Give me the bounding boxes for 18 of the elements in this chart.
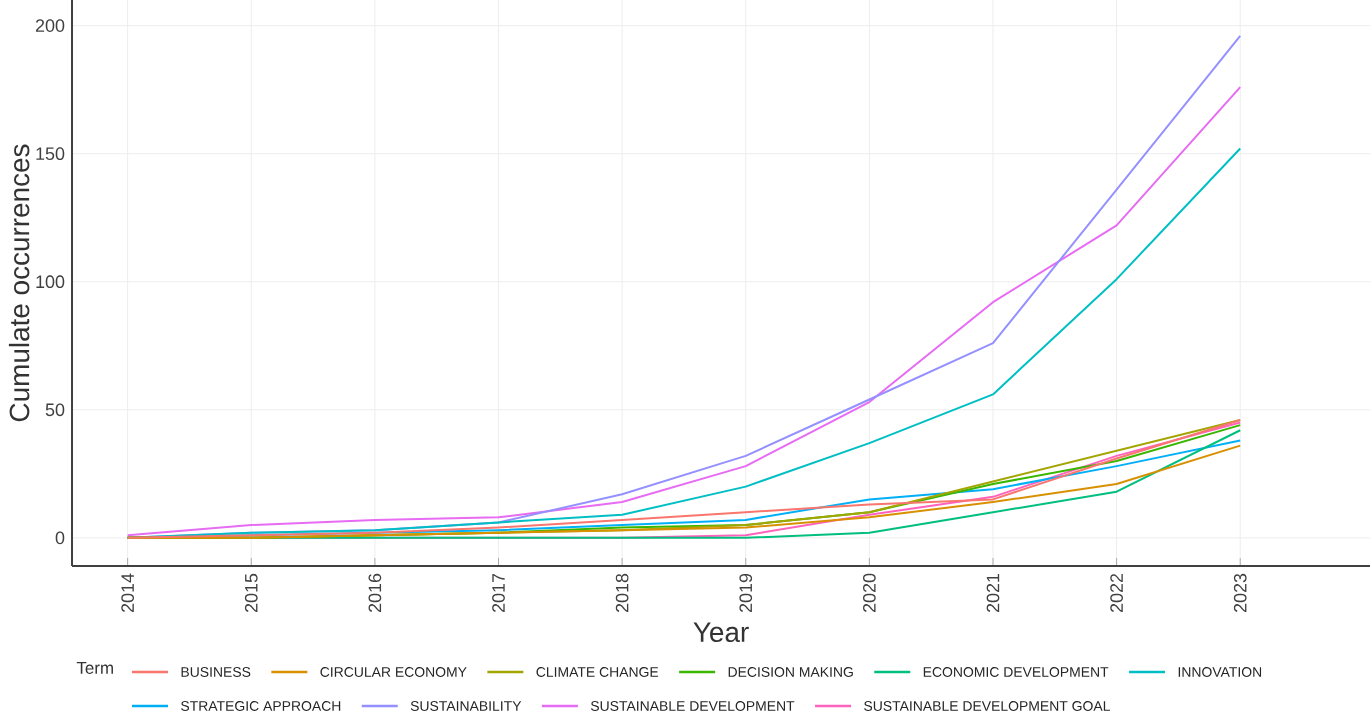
x-tick-label: 2021 — [986, 573, 1000, 613]
x-tick-label: 2023 — [1233, 573, 1247, 613]
y-tick-label: 50 — [45, 403, 65, 417]
y-tick-label: 100 — [36, 275, 65, 289]
x-tick-label: 2014 — [121, 573, 134, 613]
y-tick-label: 150 — [36, 147, 65, 161]
y-axis-title: Cumulate occurrences — [8, 144, 30, 422]
x-tick-label: 2015 — [244, 573, 258, 613]
x-tick-label: 2022 — [1110, 573, 1123, 613]
x-tick-label: 2017 — [492, 573, 505, 613]
x-tick-label: 2020 — [863, 573, 876, 613]
x-axis-title: Year — [693, 622, 749, 643]
y-tick-label: 200 — [35, 19, 65, 32]
legend-title: Term — [76, 662, 113, 674]
x-tick-label: 2016 — [368, 573, 382, 613]
x-tick-label: 2018 — [615, 573, 629, 613]
y-tick-label: 0 — [55, 531, 65, 545]
x-tick-label: 2019 — [739, 573, 753, 613]
